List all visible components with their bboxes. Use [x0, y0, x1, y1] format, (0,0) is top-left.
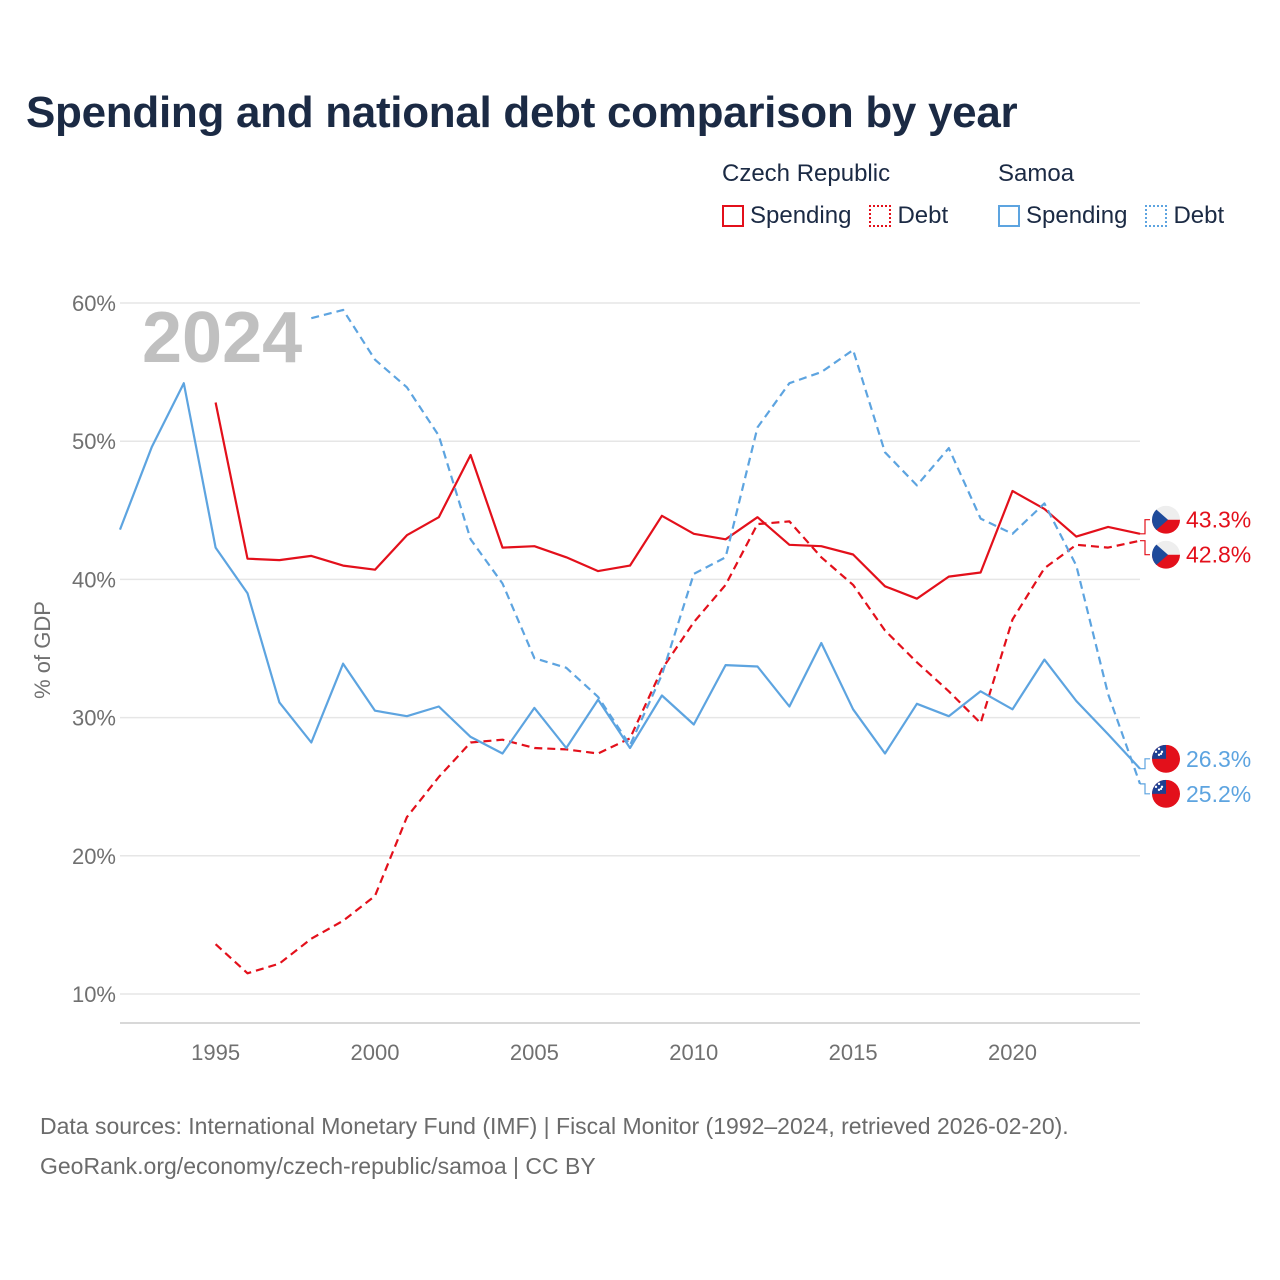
series-line-samoa-spending: [118, 382, 1141, 770]
x-tick-label: 2020: [988, 1040, 1037, 1065]
x-tick-label: 2015: [829, 1040, 878, 1065]
attribution-link[interactable]: GeoRank.org/economy/czech-republic/samoa…: [40, 1153, 596, 1179]
series-line-czech-republic-debt: [214, 520, 1141, 975]
legend-item-czech-spending[interactable]: Spending: [722, 202, 851, 230]
samoa-flag-icon: [1152, 779, 1180, 808]
end-label-connector: [1140, 783, 1150, 795]
legend-swatch-dotted: [869, 205, 892, 227]
series-line-samoa-debt: [311, 308, 1142, 785]
end-label-connector: [1140, 540, 1150, 556]
flag-clip: [1152, 744, 1180, 773]
y-tick-label: 30%: [72, 706, 116, 731]
x-tick-label: 2010: [669, 1040, 718, 1065]
flag-blue-canton: [1152, 779, 1166, 794]
end-label-connector: [1140, 758, 1150, 770]
end-value-label: 26.3%: [1186, 746, 1251, 772]
legend-group-czech-republic: Czech Republic Spending Debt: [722, 160, 948, 230]
legend-item-label: Spending: [750, 202, 852, 229]
y-axis-label: % of GDP: [30, 601, 55, 699]
end-value-label: 25.2%: [1186, 781, 1251, 807]
flag-star: [1160, 785, 1164, 789]
legend-swatch-dotted: [1145, 205, 1168, 227]
y-tick-label: 50%: [72, 429, 116, 454]
flag-star: [1157, 788, 1161, 792]
x-tick-label: 2000: [351, 1040, 400, 1065]
chart-title: Spending and national debt comparison by…: [26, 88, 1018, 137]
flag-star: [1160, 750, 1164, 754]
legend-item-label: Spending: [1026, 202, 1128, 229]
flag-blue-triangle: [1152, 540, 1168, 569]
flag-blue-triangle: [1152, 505, 1168, 534]
y-tick-label: 40%: [72, 567, 116, 592]
legend-item-label: Debt: [897, 202, 949, 229]
flag-star: [1154, 785, 1158, 789]
flag-star: [1157, 753, 1161, 757]
x-tick-label: 1995: [191, 1040, 240, 1065]
legend-swatch-solid: [722, 205, 744, 227]
x-tick-label: 2005: [510, 1040, 559, 1065]
legend-item-samoa-spending[interactable]: Spending: [998, 202, 1127, 230]
flag-clip: [1152, 505, 1180, 534]
flag-star: [1157, 747, 1161, 751]
legend-group-label: Czech Republic: [722, 160, 891, 187]
footer: Data sources: International Monetary Fun…: [40, 1106, 1069, 1186]
flag-clip: [1152, 540, 1180, 569]
flag-star: [1159, 752, 1163, 756]
legend-swatch-solid: [998, 205, 1020, 227]
flag-blue-canton: [1152, 744, 1166, 759]
flag-star: [1159, 787, 1163, 791]
data-source-note: Data sources: International Monetary Fun…: [40, 1113, 1069, 1139]
y-tick-label: 60%: [72, 291, 116, 316]
flag-star: [1157, 782, 1161, 786]
y-tick-label: 20%: [72, 844, 116, 869]
flag-star: [1154, 750, 1158, 754]
samoa-flag-icon: [1152, 744, 1180, 773]
end-value-label: 42.8%: [1186, 542, 1251, 568]
y-tick-label: 10%: [72, 982, 116, 1007]
legend-group-samoa: Samoa Spending Debt: [998, 160, 1224, 230]
flag-clip: [1152, 779, 1180, 808]
legend-item-label: Debt: [1173, 202, 1225, 229]
end-label-connector: [1140, 519, 1150, 535]
legend-group-label: Samoa: [998, 160, 1075, 187]
legend-item-czech-debt[interactable]: Debt: [869, 202, 948, 230]
legend-item-samoa-debt[interactable]: Debt: [1145, 202, 1224, 230]
czech-flag-icon: [1152, 540, 1180, 569]
series-line-czech-republic-spending: [214, 402, 1141, 600]
czech-flag-icon: [1152, 505, 1180, 534]
line-chart: 10% 20% 30% 40% 50% 60% 1995 2000 2005 2010 2015 2…: [30, 291, 1251, 1065]
year-watermark: 2024: [142, 298, 302, 378]
end-value-label: 43.3%: [1186, 507, 1251, 533]
